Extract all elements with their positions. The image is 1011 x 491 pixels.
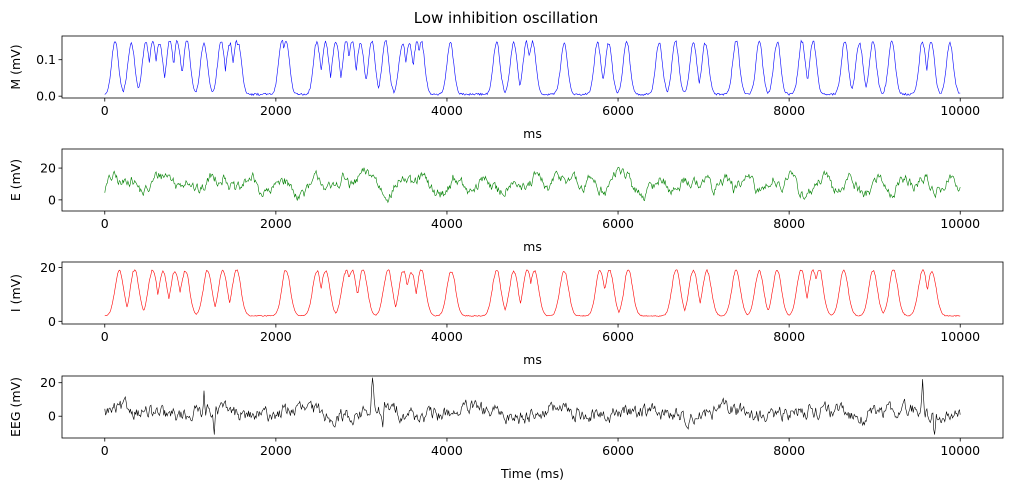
- x-tick-label-m-4: 8000: [773, 103, 805, 118]
- y-tick-label-i-0: 0: [48, 314, 56, 329]
- y-axis-label-i: I (mV): [8, 274, 23, 312]
- y-tick-label-e-0: 0: [48, 192, 56, 207]
- x-tick-label-eeg-5: 10000: [940, 443, 980, 458]
- x-tick-label-e-5: 10000: [940, 216, 980, 231]
- x-tick-label-eeg-3: 6000: [602, 443, 634, 458]
- y-axis-label-e: E (mV): [8, 159, 23, 201]
- y-tick-label-e-1: 20: [40, 161, 56, 176]
- x-tick-label-m-1: 2000: [260, 103, 292, 118]
- axes-frame-i: [61, 261, 1004, 325]
- x-tick-label-e-4: 8000: [773, 216, 805, 231]
- x-tick-label-eeg-4: 8000: [773, 443, 805, 458]
- subplot-eeg: 0 2000 4000 6000 8000 10000 0 20 Time (ms) EEG (m…: [8, 375, 1004, 481]
- figure-title: Low inhibition oscillation: [414, 9, 599, 27]
- x-tick-label-i-5: 10000: [940, 329, 980, 344]
- x-tick-label-i-3: 6000: [602, 329, 634, 344]
- x-axis-label-i: ms: [523, 352, 542, 367]
- x-tick-label-i-0: 0: [101, 329, 109, 344]
- x-tick-label-eeg-0: 0: [101, 443, 109, 458]
- x-axis-label-e: ms: [523, 239, 542, 254]
- x-tick-label-m-5: 10000: [940, 103, 980, 118]
- y-tick-label-i-1: 20: [40, 260, 56, 275]
- series-line-i: [104, 268, 961, 317]
- y-tick-label-eeg-0: 0: [48, 409, 56, 424]
- x-tick-label-eeg-2: 4000: [431, 443, 463, 458]
- x-axis-label-m: ms: [523, 126, 542, 141]
- x-tick-label-e-0: 0: [101, 216, 109, 231]
- subplot-m: 0 2000 4000 6000 8000 10000 0.0 0.1 ms M (mV): [8, 35, 1004, 141]
- x-tick-label-m-0: 0: [101, 103, 109, 118]
- axes-frame-e: [61, 148, 1004, 212]
- y-axis-label-m: M (mV): [8, 44, 23, 89]
- y-tick-label-eeg-1: 20: [40, 375, 56, 390]
- axes-frame-m: [61, 35, 1004, 99]
- x-tick-label-e-3: 6000: [602, 216, 634, 231]
- x-tick-label-i-1: 2000: [260, 329, 292, 344]
- x-tick-label-e-2: 4000: [431, 216, 463, 231]
- x-tick-label-eeg-1: 2000: [260, 443, 292, 458]
- series-line-e: [104, 166, 961, 204]
- x-tick-label-i-4: 8000: [773, 329, 805, 344]
- series-line-eeg: [104, 377, 961, 435]
- axes-frame-eeg: [61, 375, 1004, 439]
- y-axis-label-eeg: EEG (mV): [8, 377, 23, 437]
- series-line-m: [104, 39, 961, 97]
- y-tick-label-m-0: 0.0: [36, 89, 56, 104]
- x-tick-label-i-2: 4000: [431, 329, 463, 344]
- subplot-i: 0 2000 4000 6000 8000 10000 0 20 ms I (mV): [8, 260, 1004, 367]
- y-tick-label-m-1: 0.1: [36, 52, 56, 67]
- x-tick-label-m-3: 6000: [602, 103, 634, 118]
- subplot-e: 0 2000 4000 6000 8000 10000 0 20 ms E (mV): [8, 148, 1004, 254]
- x-axis-label-eeg: Time (ms): [500, 466, 564, 481]
- x-tick-label-e-1: 2000: [260, 216, 292, 231]
- x-tick-label-m-2: 4000: [431, 103, 463, 118]
